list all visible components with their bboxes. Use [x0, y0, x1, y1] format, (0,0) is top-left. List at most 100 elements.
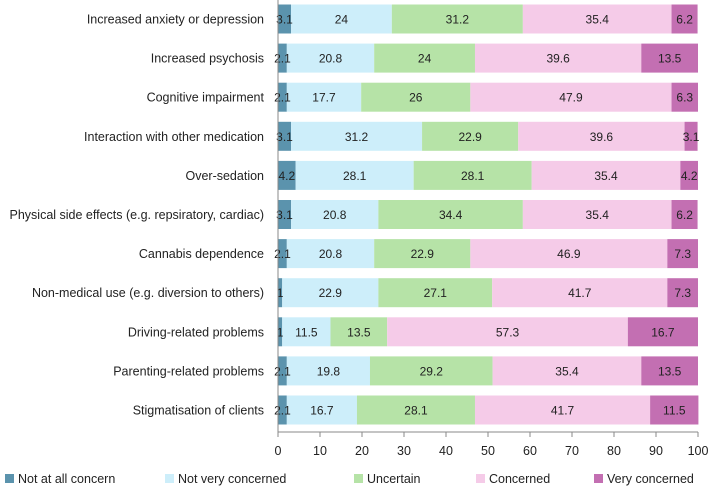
x-tick-label: 100 — [688, 444, 708, 458]
bar-segment — [374, 43, 475, 73]
data-label: 27.1 — [424, 286, 448, 300]
bar-segment — [286, 356, 370, 386]
bar-segment — [282, 317, 331, 347]
x-tick-label: 30 — [397, 444, 411, 458]
bar-segment — [387, 317, 628, 347]
bar-segment — [282, 278, 379, 308]
data-label: 2.1 — [274, 91, 291, 105]
bar-segment — [378, 200, 523, 229]
legend-swatch — [594, 474, 603, 483]
bar-segment — [474, 395, 651, 425]
data-label: 20.8 — [323, 208, 347, 222]
category-label: Over-sedation — [185, 169, 264, 183]
data-label: 13.5 — [658, 364, 682, 378]
bar-segment — [522, 200, 672, 229]
data-label: 20.8 — [319, 52, 343, 66]
bar-segment — [627, 317, 698, 347]
bar-segment — [650, 395, 699, 425]
data-label: 22.9 — [458, 130, 482, 144]
data-label: 4.2 — [681, 169, 698, 183]
bar-segment — [518, 121, 685, 151]
data-label: 31.2 — [345, 130, 369, 144]
data-label: 22.9 — [319, 286, 343, 300]
x-tick-label: 70 — [565, 444, 579, 458]
data-label: 6.2 — [676, 13, 693, 27]
data-label: 24 — [335, 13, 349, 27]
bar-segment — [278, 160, 296, 190]
data-label: 39.6 — [546, 52, 570, 66]
bar-segment — [374, 239, 471, 269]
data-label: 26 — [409, 91, 423, 105]
legend-label: Not at all concern — [18, 472, 115, 486]
category-label: Parenting-related problems — [113, 364, 264, 378]
category-label: Increased anxiety or depression — [87, 13, 264, 27]
bar-segment — [278, 4, 292, 34]
category-label: Cognitive impairment — [147, 91, 265, 105]
data-label: 28.1 — [404, 404, 428, 418]
bar-segment — [492, 356, 642, 386]
bar-segment — [531, 160, 681, 190]
x-tick-label: 90 — [649, 444, 663, 458]
x-tick-label: 80 — [607, 444, 621, 458]
data-label: 35.4 — [594, 169, 618, 183]
x-tick-label: 10 — [313, 444, 327, 458]
data-label: 6.2 — [676, 208, 693, 222]
bar-segment — [291, 121, 423, 151]
data-label: 2.1 — [274, 247, 291, 261]
bar-segment — [278, 395, 287, 425]
bar-segment — [671, 200, 698, 229]
bar-segment — [470, 82, 672, 112]
data-label: 46.9 — [557, 247, 581, 261]
data-label: 41.7 — [568, 286, 592, 300]
bar-segment — [684, 121, 698, 151]
bar-segment — [422, 121, 519, 151]
bar-segment — [291, 4, 392, 34]
data-label: 24 — [418, 52, 432, 66]
data-label: 3.1 — [276, 13, 293, 27]
bar-segment — [474, 43, 642, 73]
bar-segment — [278, 82, 287, 112]
x-tick-label: 20 — [355, 444, 369, 458]
bar-segment — [278, 200, 292, 229]
bar-segment — [667, 239, 698, 269]
data-label: 35.4 — [555, 364, 579, 378]
legend: Not at all concern Not very concerned Unce… — [5, 472, 694, 486]
legend-swatch — [476, 474, 485, 483]
bar-segment — [361, 82, 471, 112]
data-label: 2.1 — [274, 404, 291, 418]
legend-label: Concerned — [489, 472, 550, 486]
category-label: Driving-related problems — [128, 325, 264, 339]
data-label: 22.9 — [411, 247, 435, 261]
bar-segment — [286, 395, 357, 425]
bar-segment — [295, 160, 414, 190]
bar-labels: 3.1 24 31.2 35.4 6.2 2.1 20.8 24 39.6 13.5 2.1 17.7… — [274, 13, 700, 418]
bar-segment — [641, 356, 698, 386]
category-label: Stigmatisation of clients — [133, 404, 264, 418]
data-label: 35.4 — [586, 208, 610, 222]
category-label: Non-medical use (e.g. diversion to other… — [32, 286, 264, 300]
data-label: 1 — [277, 325, 284, 339]
bar-segment — [291, 200, 379, 229]
x-tick-label: 50 — [481, 444, 495, 458]
data-label: 4.2 — [278, 169, 295, 183]
x-tick-label: 0 — [275, 444, 282, 458]
data-label: 28.1 — [343, 169, 367, 183]
bar-segment — [391, 4, 523, 34]
legend-label: Uncertain — [367, 472, 421, 486]
data-label: 3.1 — [276, 208, 293, 222]
bar-segment — [470, 239, 668, 269]
bar-segment — [286, 82, 362, 112]
data-label: 31.2 — [446, 13, 470, 27]
data-label: 16.7 — [310, 404, 334, 418]
x-ticks: 0 10 20 30 40 50 60 70 80 90 100 — [275, 432, 708, 458]
category-label: Physical side effects (e.g. repsiratory,… — [10, 208, 265, 222]
bar-segment — [278, 121, 292, 151]
data-label: 3.1 — [276, 130, 293, 144]
bar-segment — [278, 356, 287, 386]
data-label: 3.1 — [683, 130, 700, 144]
bars — [278, 4, 699, 425]
data-label: 35.4 — [586, 13, 610, 27]
bar-segment — [278, 43, 287, 73]
data-label: 11.5 — [663, 404, 686, 418]
data-label: 6.3 — [676, 91, 693, 105]
